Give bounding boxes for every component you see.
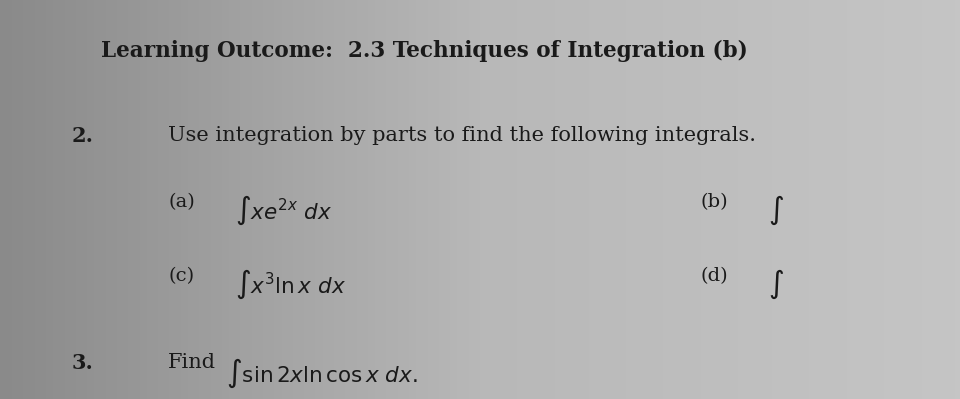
- Text: $\int xe^{2x}\ dx$: $\int xe^{2x}\ dx$: [235, 194, 332, 227]
- Text: Find: Find: [168, 353, 216, 372]
- Text: $\int \sin 2x\ln\cos x\ dx.$: $\int \sin 2x\ln\cos x\ dx.$: [226, 357, 418, 390]
- Text: Use integration by parts to find the following integrals.: Use integration by parts to find the fol…: [168, 126, 756, 145]
- Text: $\int x^{3}\ln x\ dx$: $\int x^{3}\ln x\ dx$: [235, 267, 347, 300]
- Text: 3.: 3.: [72, 353, 94, 373]
- Text: (c): (c): [168, 267, 194, 285]
- Text: Learning Outcome:  2.3 Techniques of Integration (b): Learning Outcome: 2.3 Techniques of Inte…: [101, 40, 748, 62]
- Text: $\int$: $\int$: [768, 194, 784, 227]
- Text: (a): (a): [168, 194, 195, 211]
- Text: (b): (b): [701, 194, 729, 211]
- Text: (d): (d): [701, 267, 729, 285]
- Text: $\int$: $\int$: [768, 267, 784, 300]
- Text: 2.: 2.: [72, 126, 94, 146]
